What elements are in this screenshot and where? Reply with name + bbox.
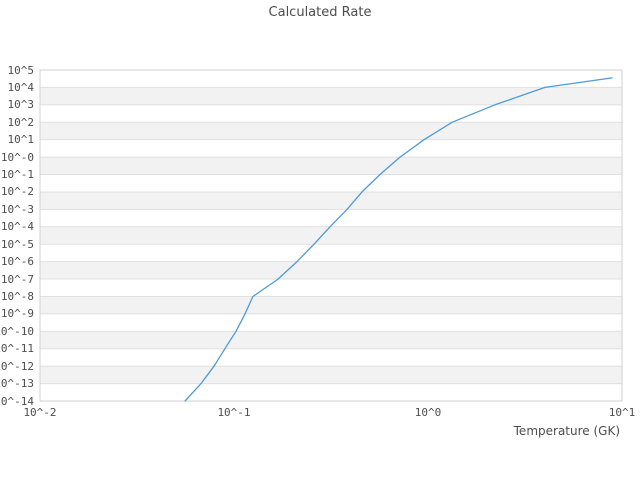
y-tick-label: 10^1 (7, 133, 35, 147)
plot-border (39, 69, 623, 402)
x-tick-label: 10^0 (414, 406, 442, 419)
decade-band (40, 331, 622, 349)
y-tick-label: 10^-2 (0, 185, 34, 199)
y-tick-label: 10^2 (7, 115, 35, 129)
y-tick-label: 10^-5 (0, 237, 34, 251)
chart-title: Calculated Rate (268, 5, 372, 20)
x-tick-label: 10^1 (608, 406, 636, 419)
y-tick-label: 10^-14 (0, 394, 34, 408)
decade-band (40, 296, 622, 314)
y-tick-label: 10^-4 (0, 220, 34, 234)
y-tick-label: 10^-1 (0, 168, 34, 182)
x-tick-label: 10^-1 (217, 406, 251, 419)
y-tick-label: 10^-12 (0, 359, 34, 373)
decade-band (40, 226, 622, 245)
x-tick-label: 10^-2 (23, 406, 57, 419)
y-tick-label: 10^-10 (0, 324, 34, 338)
decade-band (40, 87, 622, 105)
y-tick-label: 10^-11 (0, 342, 34, 356)
y-tick-label: 10^4 (7, 80, 35, 94)
y-tick-label: 10^3 (7, 98, 35, 112)
decade-band (40, 244, 622, 262)
decade-band (40, 261, 622, 280)
decade-band (40, 383, 622, 401)
y-tick-label: 10^-0 (0, 150, 34, 164)
decade-band (40, 209, 622, 227)
y-tick-label: 10^-8 (0, 289, 34, 303)
decade-band (40, 157, 622, 175)
decade-band (40, 366, 622, 384)
y-tick-label: 10^5 (7, 63, 35, 77)
decade-band (40, 122, 622, 140)
y-tick-label: 10^-7 (0, 272, 34, 286)
y-tick-label: 10^-13 (0, 377, 34, 391)
decade-band (40, 139, 622, 158)
decade-band (40, 313, 622, 332)
x-axis-title: Temperature (GK) (513, 424, 620, 438)
y-tick-label: 10^-9 (0, 307, 34, 321)
y-tick-label: 10^-3 (0, 202, 34, 216)
decade-band (40, 348, 622, 367)
decade-band (40, 279, 622, 297)
decade-band (40, 191, 622, 210)
rate-curve (184, 77, 613, 402)
decade-band (40, 70, 622, 88)
y-tick-label: 10^-6 (0, 255, 34, 269)
decade-band (40, 174, 622, 192)
decade-band (40, 104, 622, 123)
